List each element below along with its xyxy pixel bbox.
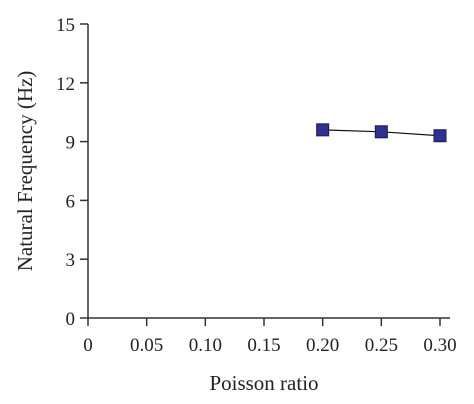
y-axis-title: Natural Frequency (Hz) bbox=[13, 71, 37, 272]
x-axis-ticks: 0 0.05 0.10 0.15 0.20 0.25 0.30 bbox=[83, 318, 457, 356]
y-tick-label: 12 bbox=[56, 74, 75, 95]
y-tick-label: 0 bbox=[66, 309, 76, 330]
x-tick-label: 0.30 bbox=[423, 335, 456, 356]
x-tick-label: 0.10 bbox=[189, 335, 222, 356]
x-axis-title: Poisson ratio bbox=[209, 371, 318, 395]
data-point-marker bbox=[316, 123, 330, 137]
y-tick-label: 6 bbox=[66, 191, 76, 212]
x-tick-label: 0.15 bbox=[247, 335, 280, 356]
y-axis-ticks: 0 3 6 9 12 15 bbox=[56, 15, 88, 330]
series-group bbox=[316, 123, 447, 143]
y-tick-label: 15 bbox=[56, 15, 75, 36]
y-tick-label: 9 bbox=[66, 133, 76, 154]
y-tick-label: 3 bbox=[66, 250, 76, 271]
x-tick-label: 0.05 bbox=[130, 335, 163, 356]
x-tick-label: 0.25 bbox=[365, 335, 398, 356]
data-point-marker bbox=[433, 129, 447, 143]
data-point-marker bbox=[374, 125, 388, 139]
plot-area bbox=[87, 24, 450, 319]
x-tick-label: 0.20 bbox=[306, 335, 339, 356]
x-tick-label: 0 bbox=[83, 335, 93, 356]
